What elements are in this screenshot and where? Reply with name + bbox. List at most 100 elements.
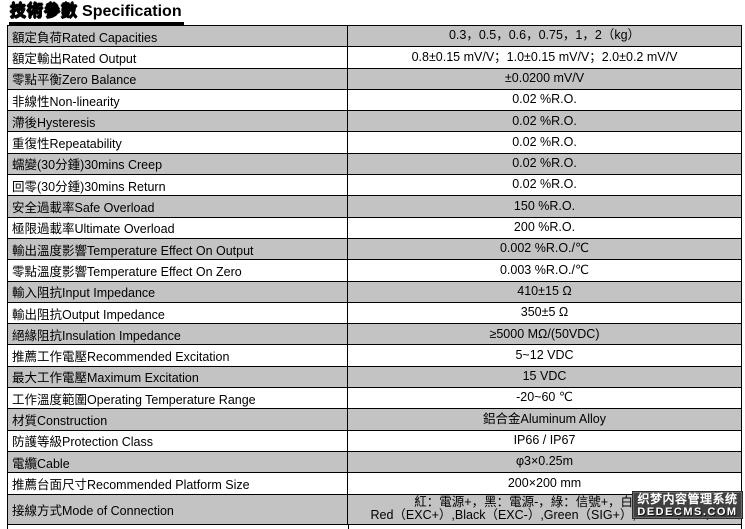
spec-value-line: ≥5000 MΩ/(50VDC) <box>489 326 600 341</box>
spec-row-value: 5~12 VDC <box>348 345 741 365</box>
table-partial-row <box>8 524 741 529</box>
spec-value-line: 0.02 %R.O. <box>512 113 577 128</box>
spec-row-label: 材質Construction <box>8 409 348 430</box>
spec-row: 推薦台面尺寸Recommended Platform Size 200×200 m… <box>8 473 741 495</box>
spec-row-value: 0.002 %R.O./℃ <box>348 239 741 259</box>
spec-row: 零點平衡Zero Balance ±0.0200 mV/V <box>8 68 741 90</box>
watermark-line2: DEDECMS.COM <box>637 506 738 518</box>
spec-value-line: 410±15 Ω <box>517 283 572 298</box>
spec-row-value: 紅：電源+，黑：電源-，綠：信號+，白：信號- Red（EXC+）,Black（E… <box>348 495 741 524</box>
spec-value-line: Red（EXC+）,Black（EXC-）,Green（SIG+）,White（… <box>370 508 719 523</box>
spec-value-line: 0.02 %R.O. <box>512 156 577 171</box>
spec-row-value: 0.3，0.5，0.6，0.75，1，2（kg） <box>348 26 741 46</box>
spec-value-line: φ3×0.25m <box>515 454 574 469</box>
watermark-line1: 织梦内容管理系统 <box>637 492 738 506</box>
spec-row-value: 15 VDC <box>348 367 741 387</box>
watermark: 织梦内容管理系统 DEDECMS.COM <box>632 491 743 519</box>
column-divider <box>348 524 349 529</box>
spec-row-value: 鋁合金Aluminum Alloy <box>348 409 741 429</box>
spec-row: 安全過載率Safe Overload 150 %R.O. <box>8 196 741 218</box>
spec-value-line: -20~60 ℃ <box>516 390 573 405</box>
spec-row-label: 蠕變(30分鍾)30mins Creep <box>8 153 348 175</box>
spec-row-value: φ3×0.25m <box>348 452 741 472</box>
spec-value-line: 0.02 %R.O. <box>512 92 577 107</box>
spec-row: 推薦工作電壓Recommended Excitation 5~12 VDC <box>8 345 741 367</box>
spec-row-value: 350±5 Ω <box>348 303 741 323</box>
spec-row: 額定負荷Rated Capacities 0.3，0.5，0.6，0.75，1，2… <box>8 26 741 48</box>
spec-row: 重復性Repeatability 0.02 %R.O. <box>8 132 741 154</box>
spec-row-value: -20~60 ℃ <box>348 388 741 408</box>
specification-table: 額定負荷Rated Capacities 0.3，0.5，0.6，0.75，1，2… <box>7 25 742 529</box>
spec-row-value: 200×200 mm <box>348 473 741 493</box>
spec-row-label: 電纜Cable <box>8 451 348 473</box>
spec-row: 防護等級Protection Class IP66 / IP67 <box>8 430 741 452</box>
spec-row-label: 輸入阻抗Input Impedance <box>8 281 348 302</box>
spec-row-label: 零點平衡Zero Balance <box>8 68 348 89</box>
spec-value-line: IP66 / IP67 <box>513 433 576 448</box>
spec-row-label: 非線性Non-linearity <box>8 89 348 111</box>
spec-row-value: 0.02 %R.O. <box>348 111 741 131</box>
spec-value-line: 5~12 VDC <box>515 347 574 362</box>
spec-row-label: 防護等級Protection Class <box>8 430 348 451</box>
spec-value-line: 150 %R.O. <box>513 198 576 213</box>
spec-row: 材質Construction 鋁合金Aluminum Alloy <box>8 409 741 431</box>
spec-row: 輸出阻抗Output Impedance 350±5 Ω <box>8 302 741 325</box>
spec-row-value: 200 %R.O. <box>348 218 741 238</box>
page-title: 技術參數 Specification <box>9 2 184 25</box>
spec-row-label: 輸出阻抗Output Impedance <box>8 302 348 324</box>
spec-value-line: 0.003 %R.O./℃ <box>499 262 590 277</box>
spec-row-value: 0.02 %R.O. <box>348 154 741 174</box>
spec-value-line: 0.3，0.5，0.6，0.75，1，2（kg） <box>448 28 641 43</box>
spec-row-value: 0.003 %R.O./℃ <box>348 260 741 280</box>
spec-row: 絕緣阻抗Insulation Impedance ≥5000 MΩ/(50VDC) <box>8 324 741 346</box>
spec-value-line: 0.002 %R.O./℃ <box>499 241 590 256</box>
spec-row-value: 0.02 %R.O. <box>348 132 741 152</box>
spec-row-value: 150 %R.O. <box>348 196 741 216</box>
spec-row-value: 0.02 %R.O. <box>348 175 741 195</box>
spec-row-value: ≥5000 MΩ/(50VDC) <box>348 324 741 344</box>
spec-row-label: 最大工作電壓Maximum Excitation <box>8 366 348 388</box>
spec-value-line: 鋁合金Aluminum Alloy <box>483 411 606 426</box>
spec-row-value: IP66 / IP67 <box>348 431 741 451</box>
spec-row: 蠕變(30分鍾)30mins Creep 0.02 %R.O. <box>8 153 741 176</box>
spec-row-label: 重復性Repeatability <box>8 132 348 153</box>
spec-row: 輸入阻抗Input Impedance 410±15 Ω <box>8 281 741 303</box>
spec-value-line: 350±5 Ω <box>520 305 569 320</box>
spec-row: 滯後Hysteresis 0.02 %R.O. <box>8 111 741 133</box>
spec-row: 最大工作電壓Maximum Excitation 15 VDC <box>8 366 741 389</box>
spec-row-label: 額定輸出Rated Output <box>8 47 348 68</box>
spec-value-line: 紅：電源+，黑：電源-，綠：信號+，白：信號- <box>414 494 675 509</box>
spec-value-line: ±0.0200 mV/V <box>504 70 585 85</box>
spec-row: 額定輸出Rated Output 0.8±0.15 mV/V；1.0±0.15 m… <box>8 47 741 69</box>
spec-row-label: 絕緣阻抗Insulation Impedance <box>8 324 348 345</box>
spec-row-value: 0.02 %R.O. <box>348 90 741 110</box>
spec-row-label: 輸出溫度影響Temperature Effect On Output <box>8 238 348 260</box>
spec-row: 回零(30分鍾)30mins Return 0.02 %R.O. <box>8 175 741 197</box>
spec-value-line: 15 VDC <box>522 369 567 384</box>
spec-value-line: 200×200 mm <box>507 475 582 490</box>
spec-row: 輸出溫度影響Temperature Effect On Output 0.002 … <box>8 238 741 261</box>
spec-row-value: ±0.0200 mV/V <box>348 69 741 89</box>
spec-row-label: 工作溫度範圍Operating Temperature Range <box>8 388 348 409</box>
spec-value-line: 0.02 %R.O. <box>512 177 577 192</box>
spec-row: 電纜Cable φ3×0.25m <box>8 451 741 474</box>
spec-row-label: 推薦台面尺寸Recommended Platform Size <box>8 473 348 494</box>
spec-row-label: 接線方式Mode of Connection <box>8 494 348 524</box>
spec-row: 接線方式Mode of Connection 紅：電源+，黑：電源-，綠：信號+，… <box>8 494 741 525</box>
spec-row-label: 極限過載率Ultimate Overload <box>8 217 348 238</box>
page-title-chinese: 技術參數 <box>10 3 79 20</box>
spec-row-label: 零點溫度影響Temperature Effect On Zero <box>8 260 348 281</box>
spec-row-label: 安全過載率Safe Overload <box>8 196 348 217</box>
spec-row: 非線性Non-linearity 0.02 %R.O. <box>8 89 741 112</box>
spec-row-label: 滯後Hysteresis <box>8 111 348 132</box>
page-title-english: Specification <box>82 3 182 20</box>
spec-value-line: 0.02 %R.O. <box>512 134 577 149</box>
spec-row: 零點溫度影響Temperature Effect On Zero 0.003 %R… <box>8 260 741 282</box>
spec-row-label: 額定負荷Rated Capacities <box>8 26 348 47</box>
spec-row-label: 回零(30分鍾)30mins Return <box>8 175 348 196</box>
spec-row: 極限過載率Ultimate Overload 200 %R.O. <box>8 217 741 239</box>
spec-value-line: 0.8±0.15 mV/V；1.0±0.15 mV/V；2.0±0.2 mV/V <box>411 49 678 64</box>
spec-value-line: 200 %R.O. <box>513 220 576 235</box>
spec-row-label: 推薦工作電壓Recommended Excitation <box>8 345 348 366</box>
